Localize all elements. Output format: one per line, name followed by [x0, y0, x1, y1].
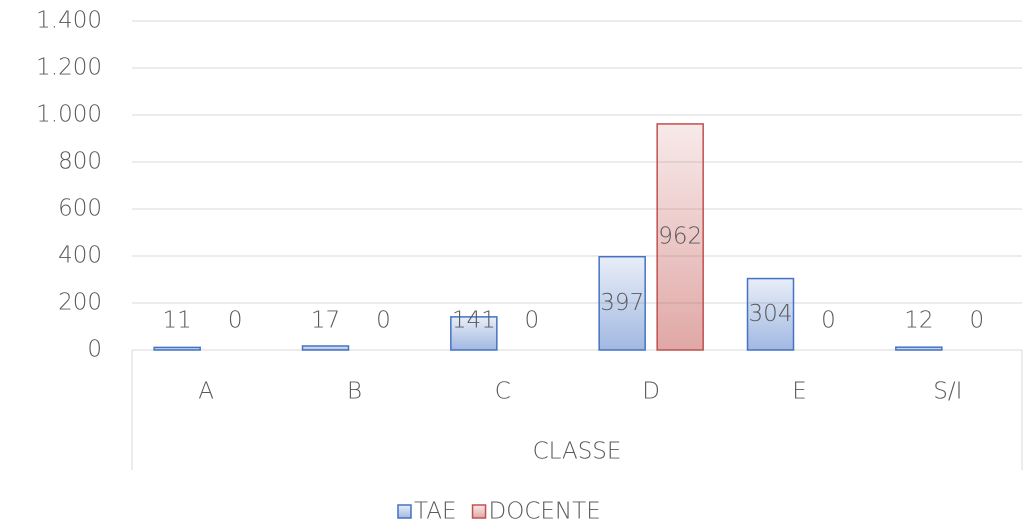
data-label: 0 [228, 308, 243, 334]
bar [895, 346, 943, 351]
data-label: 0 [376, 308, 391, 334]
data-label: 304 [749, 301, 793, 327]
legend-swatch [397, 504, 412, 519]
x-tick-label: C [495, 379, 511, 405]
data-label: 0 [525, 308, 540, 334]
bar [153, 346, 201, 351]
data-label: 397 [600, 290, 644, 316]
y-tick-label: 1.000 [36, 102, 102, 128]
y-tick-label: 400 [58, 243, 102, 269]
legend-swatch [471, 504, 487, 519]
bar [301, 345, 350, 351]
x-tick-label: B [347, 379, 362, 405]
data-label: 962 [658, 223, 702, 249]
x-tick-label: A [198, 379, 214, 405]
x-tick-label: S/I [933, 379, 962, 405]
data-label: 141 [452, 308, 496, 334]
y-tick-label: 600 [58, 196, 102, 222]
y-tick-label: 200 [58, 290, 102, 316]
data-label: 0 [970, 308, 985, 334]
legend-label: DOCENTE [489, 499, 601, 525]
x-tick-label: E [792, 379, 807, 405]
bar [598, 255, 646, 351]
bar [746, 277, 795, 351]
legend-label: TAE [414, 499, 457, 525]
x-tick-label: D [642, 379, 660, 405]
data-label: 12 [904, 308, 933, 334]
bar [450, 316, 498, 351]
y-tick-label: 1.400 [36, 8, 102, 34]
data-label: 0 [821, 308, 836, 334]
y-tick-label: 1.200 [36, 55, 102, 81]
data-label: 11 [163, 308, 192, 334]
y-tick-label: 0 [87, 337, 102, 363]
x-axis-title: CLASSE [533, 439, 622, 465]
bar [656, 123, 704, 351]
data-label: 17 [311, 308, 340, 334]
y-tick-label: 800 [58, 149, 102, 175]
